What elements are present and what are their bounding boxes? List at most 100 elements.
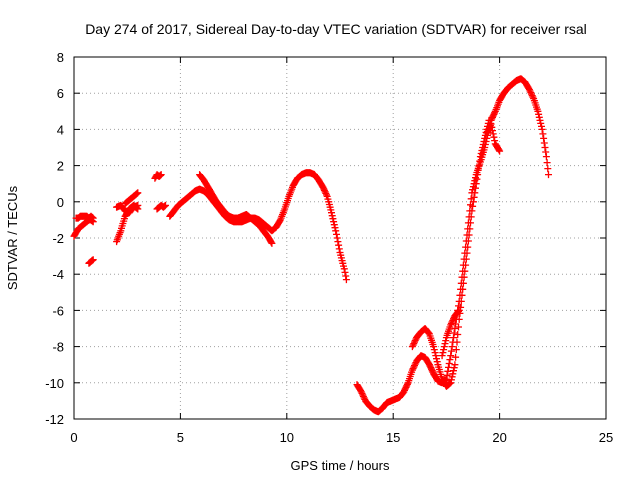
y-tick-label: -4 bbox=[52, 267, 64, 282]
data-point bbox=[469, 198, 477, 206]
y-tick-label: 0 bbox=[57, 195, 64, 210]
data-point bbox=[410, 340, 418, 348]
data-point bbox=[432, 352, 440, 360]
data-point bbox=[496, 147, 504, 155]
data-point bbox=[476, 153, 484, 161]
data-point bbox=[538, 122, 545, 130]
data-point bbox=[408, 366, 416, 374]
data-point bbox=[447, 319, 455, 327]
data-point bbox=[359, 392, 367, 400]
data-point bbox=[401, 385, 409, 393]
data-point bbox=[462, 261, 470, 269]
y-tick-label: -8 bbox=[52, 340, 64, 355]
data-point bbox=[441, 340, 449, 348]
chart-title: Day 274 of 2017, Sidereal Day-to-day VTE… bbox=[85, 21, 587, 37]
data-point bbox=[476, 157, 484, 165]
data-point bbox=[330, 218, 338, 226]
data-point bbox=[359, 391, 367, 399]
data-point bbox=[439, 349, 447, 357]
data-point bbox=[430, 343, 438, 351]
data-point bbox=[357, 388, 365, 396]
data-point bbox=[484, 128, 491, 135]
data-point bbox=[448, 318, 456, 326]
y-tick-label: 6 bbox=[57, 86, 64, 101]
data-point bbox=[481, 134, 489, 142]
data-point bbox=[409, 341, 417, 349]
data-point bbox=[408, 343, 416, 351]
series-trace-n bbox=[483, 120, 504, 155]
data-point bbox=[335, 241, 343, 249]
data-point bbox=[342, 276, 350, 284]
series-trace-c bbox=[85, 256, 97, 267]
data-point bbox=[443, 371, 451, 379]
data-point bbox=[471, 189, 479, 197]
data-point bbox=[473, 175, 481, 183]
data-point bbox=[462, 255, 470, 263]
data-point bbox=[460, 273, 468, 281]
data-point bbox=[453, 338, 461, 346]
data-point bbox=[428, 365, 435, 373]
data-point bbox=[341, 268, 349, 276]
data-point bbox=[409, 365, 417, 373]
data-point bbox=[89, 214, 97, 222]
data-point bbox=[332, 227, 340, 235]
data-point bbox=[427, 364, 435, 372]
axis-ticks bbox=[73, 56, 607, 420]
data-point bbox=[426, 362, 434, 370]
data-point bbox=[425, 361, 433, 369]
data-point bbox=[477, 150, 485, 157]
data-point bbox=[485, 116, 493, 124]
data-point bbox=[447, 321, 455, 329]
data-point bbox=[455, 307, 462, 315]
data-point bbox=[540, 134, 548, 142]
data-point bbox=[157, 171, 165, 179]
data-point bbox=[457, 303, 465, 311]
series-trace-g bbox=[151, 171, 165, 182]
series-trace-m bbox=[438, 306, 463, 360]
data-point bbox=[529, 93, 537, 101]
data-point bbox=[411, 362, 418, 370]
data-point bbox=[445, 360, 453, 367]
data-point bbox=[452, 353, 460, 361]
data-point bbox=[276, 217, 284, 225]
data-point bbox=[400, 388, 408, 396]
data-points bbox=[70, 75, 552, 416]
data-point bbox=[430, 346, 438, 354]
x-axis-label: GPS time / hours bbox=[291, 458, 390, 473]
data-point bbox=[331, 224, 339, 232]
x-tick-label: 15 bbox=[386, 430, 400, 445]
data-point bbox=[322, 189, 330, 197]
data-point bbox=[447, 376, 455, 384]
data-point bbox=[459, 279, 467, 287]
series-trace-h bbox=[153, 201, 169, 213]
series-trace-b bbox=[72, 212, 97, 222]
data-point bbox=[455, 306, 463, 314]
data-point bbox=[541, 144, 549, 151]
data-point bbox=[454, 331, 462, 338]
data-point bbox=[411, 337, 419, 345]
data-point bbox=[542, 148, 550, 156]
data-point bbox=[495, 146, 503, 154]
data-point bbox=[479, 144, 487, 151]
data-point bbox=[526, 87, 534, 95]
data-point bbox=[457, 297, 465, 305]
data-point bbox=[480, 138, 488, 145]
data-point bbox=[545, 171, 552, 179]
y-tick-label: -6 bbox=[52, 303, 64, 318]
data-point bbox=[319, 183, 327, 191]
data-point bbox=[491, 137, 499, 145]
x-tick-label: 25 bbox=[599, 430, 613, 445]
data-point bbox=[525, 86, 533, 94]
data-point bbox=[268, 239, 276, 247]
data-point bbox=[528, 90, 535, 98]
data-point bbox=[323, 191, 330, 199]
data-point bbox=[428, 367, 436, 375]
data-point bbox=[452, 346, 460, 354]
series-trace-e bbox=[113, 201, 142, 217]
series-trace-j bbox=[196, 171, 276, 247]
data-point bbox=[463, 249, 471, 257]
data-point bbox=[543, 159, 551, 167]
series-trace-l bbox=[408, 116, 493, 390]
y-tick-label: -2 bbox=[52, 231, 64, 246]
data-point bbox=[431, 349, 439, 357]
